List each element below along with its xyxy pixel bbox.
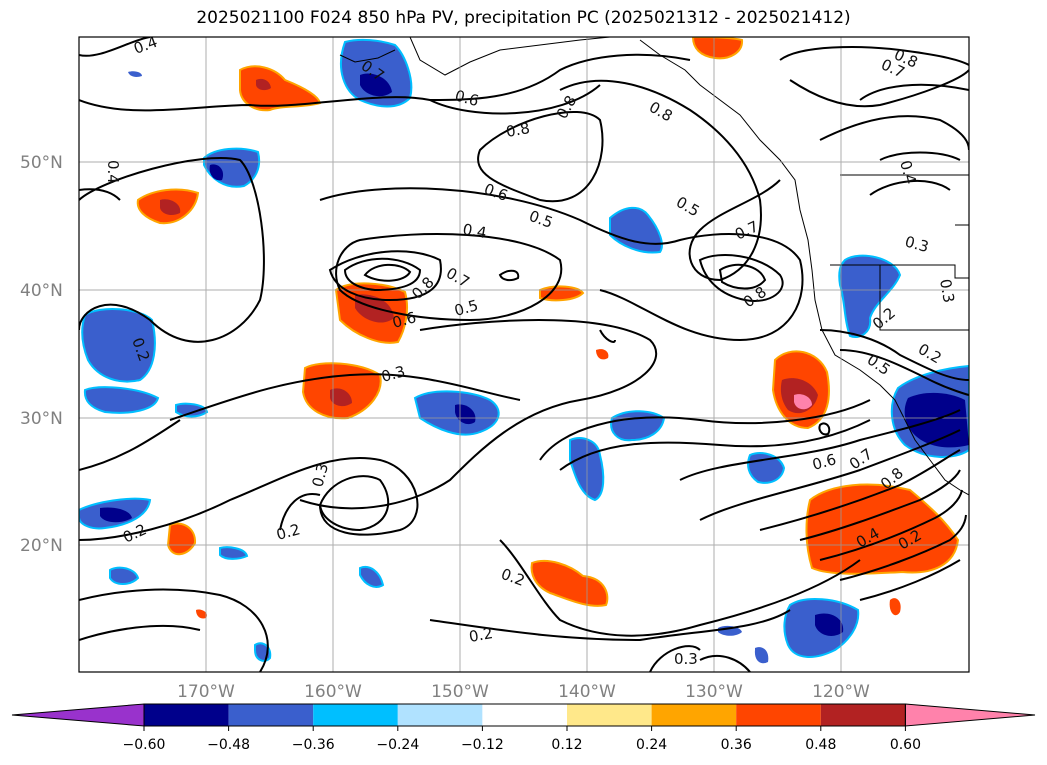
colorbar-tick-label: −0.12	[461, 737, 504, 753]
contour-label: 0.3	[903, 232, 931, 256]
lon-label-140w: 140°W	[558, 682, 616, 702]
colorbar-segment	[820, 704, 906, 726]
colorbar-segment	[567, 704, 652, 726]
contour-label: 0.3	[936, 278, 958, 305]
pv-contours	[79, 37, 969, 672]
lat-label-40n: 40°N	[20, 281, 63, 301]
map-panel: 0.4 0.6 0.8 0.8 0.7 0.8 0.5 0.6 0.5 0.4 …	[78, 33, 970, 673]
colorbar: −0.60 −0.48 −0.36 −0.24 −0.12 0.12 0.24 …	[11, 703, 1036, 753]
colorbar-tick-label: −0.60	[123, 737, 166, 753]
contour-label: 0.6	[453, 86, 481, 110]
contour-label: 0.6	[810, 450, 838, 474]
longitude-axis: 170°W 160°W 150°W 140°W 130°W 120°W	[177, 682, 870, 702]
colorbar-segment	[736, 704, 821, 726]
contour-label: 0.6	[390, 308, 418, 332]
colorbar-tick-label: 0.24	[636, 737, 667, 753]
colorbar-tick-label: −0.48	[207, 737, 250, 753]
lon-label-130w: 130°W	[685, 682, 743, 702]
colorbar-extend-right	[904, 703, 1036, 727]
contour-label: 0.4	[461, 220, 488, 242]
colorbar-segment	[651, 704, 737, 726]
colorbar-extend-left	[11, 703, 145, 727]
coastlines	[339, 37, 969, 496]
colorbar-segment	[482, 704, 567, 726]
colorbar-tick-label: 0.60	[890, 737, 921, 753]
colorbar-tick-label: −0.24	[376, 737, 419, 753]
colorbar-tick-label: 0.48	[805, 737, 836, 753]
contour-label: 0.3	[674, 650, 698, 668]
colorbar-segment	[313, 704, 398, 726]
lat-label-30n: 30°N	[20, 409, 63, 429]
lon-label-170w: 170°W	[177, 682, 235, 702]
contour-label: 0.2	[274, 520, 302, 544]
contour-label: 0.4	[104, 160, 122, 184]
colorbar-tick-label: −0.36	[292, 737, 335, 753]
contour-label: 0.3	[379, 362, 407, 386]
lon-label-120w: 120°W	[812, 682, 870, 702]
lon-label-160w: 160°W	[304, 682, 362, 702]
contour-label: 0.4	[896, 158, 920, 186]
colorbar-segment	[144, 704, 229, 726]
map-title: 2025021100 F024 850 hPa PV, precipitatio…	[196, 8, 851, 28]
lon-label-150w: 150°W	[431, 682, 489, 702]
colorbar-segment	[397, 704, 483, 726]
contour-label: 0.5	[452, 296, 480, 320]
lat-label-50n: 50°N	[20, 153, 63, 173]
lat-label-20n: 20°N	[20, 536, 63, 556]
contour-label: 0.2	[468, 624, 495, 646]
contour-label: 0.8	[505, 119, 532, 141]
latitude-axis: 50°N 40°N 30°N 20°N	[20, 153, 63, 556]
map-frame	[78, 36, 970, 673]
gridlines	[79, 37, 969, 672]
colorbar-segment	[228, 704, 314, 726]
colorbar-tick-label: 0.36	[721, 737, 752, 753]
contour-label: 0.3	[308, 461, 332, 489]
colorbar-tick-label: 0.12	[551, 737, 582, 753]
